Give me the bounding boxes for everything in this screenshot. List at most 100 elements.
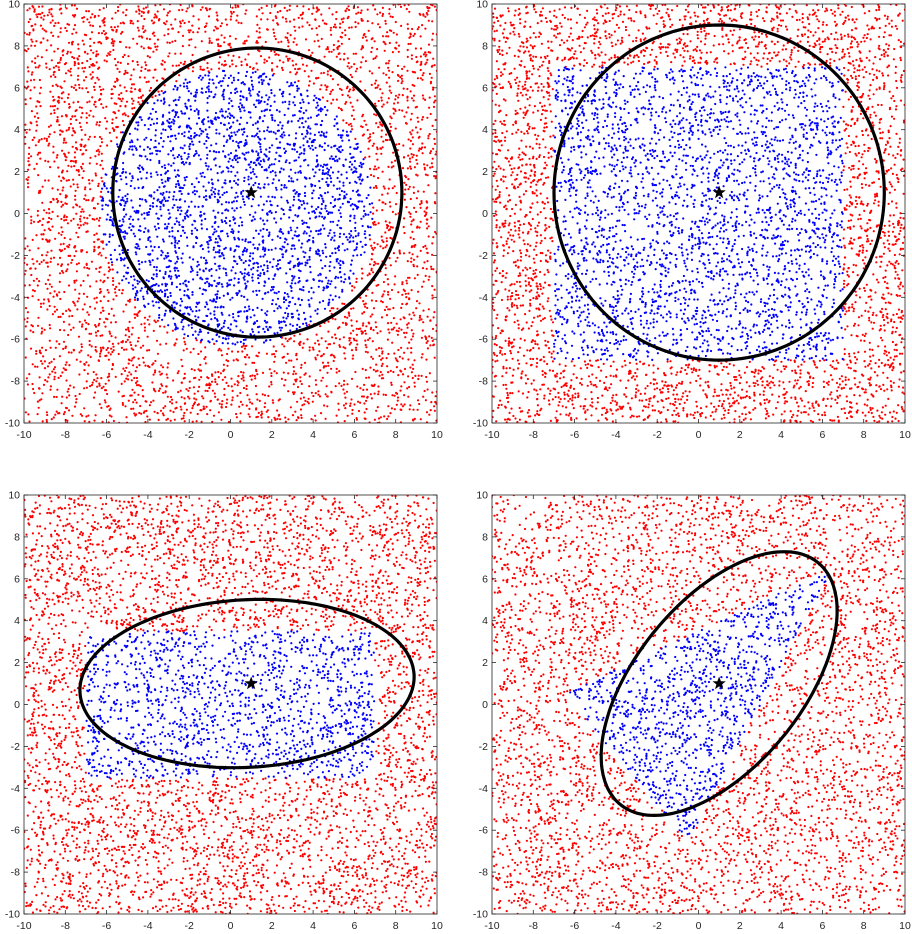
data-point xyxy=(218,276,221,279)
data-point xyxy=(249,401,252,404)
data-point xyxy=(309,320,312,323)
data-point xyxy=(225,166,228,169)
data-point xyxy=(339,266,342,270)
data-point xyxy=(70,85,73,88)
data-point xyxy=(344,34,347,37)
data-point xyxy=(167,265,170,269)
data-point xyxy=(286,9,289,12)
data-point xyxy=(297,298,300,301)
data-point xyxy=(144,67,147,71)
data-point xyxy=(145,290,149,293)
data-point xyxy=(35,277,39,280)
data-point xyxy=(332,220,335,223)
data-point xyxy=(367,147,370,150)
data-point xyxy=(102,106,105,109)
data-point xyxy=(223,123,226,126)
data-point xyxy=(300,246,303,249)
data-point xyxy=(300,57,304,60)
data-point xyxy=(31,5,34,8)
data-point xyxy=(175,183,178,186)
data-point xyxy=(176,372,179,375)
data-point xyxy=(258,399,261,402)
data-point xyxy=(391,394,394,397)
data-point xyxy=(48,68,51,71)
data-point xyxy=(110,321,113,324)
data-point xyxy=(406,23,409,26)
data-point xyxy=(325,88,328,91)
data-point xyxy=(65,218,68,221)
data-point xyxy=(309,116,312,119)
data-point xyxy=(271,169,274,173)
data-point xyxy=(360,330,363,333)
data-point xyxy=(298,26,301,29)
data-point xyxy=(111,277,115,280)
data-point xyxy=(192,31,195,34)
data-point xyxy=(217,44,220,48)
data-point xyxy=(178,9,181,12)
data-point xyxy=(74,189,77,192)
data-point xyxy=(174,39,177,43)
data-point xyxy=(391,226,394,229)
data-point xyxy=(96,385,99,388)
data-point xyxy=(407,178,410,181)
data-point xyxy=(313,211,316,214)
data-point xyxy=(403,193,406,196)
data-point xyxy=(213,342,216,345)
data-point xyxy=(162,8,166,11)
data-point xyxy=(66,268,69,271)
data-point xyxy=(349,88,352,91)
data-point xyxy=(118,40,122,44)
data-point xyxy=(138,12,141,15)
data-point xyxy=(223,220,227,223)
data-point xyxy=(381,357,384,360)
data-point xyxy=(37,247,40,250)
data-point xyxy=(71,127,74,130)
data-point xyxy=(150,401,153,404)
data-point xyxy=(285,186,288,189)
data-point xyxy=(413,206,416,209)
data-point xyxy=(59,315,62,318)
data-point xyxy=(147,211,151,214)
data-point xyxy=(81,39,84,42)
data-point xyxy=(406,347,409,350)
data-point xyxy=(163,68,166,71)
data-point xyxy=(249,375,252,378)
data-point xyxy=(53,395,56,398)
data-point xyxy=(213,310,216,313)
data-point xyxy=(382,280,385,284)
data-point xyxy=(425,61,428,64)
data-point xyxy=(77,43,80,46)
data-point xyxy=(194,376,197,379)
data-point xyxy=(49,385,53,388)
data-point xyxy=(251,135,254,138)
data-point xyxy=(26,320,29,323)
data-point xyxy=(240,192,243,195)
data-point xyxy=(156,10,159,13)
data-point xyxy=(314,356,317,359)
data-point xyxy=(130,347,133,350)
data-point xyxy=(41,27,44,30)
data-point xyxy=(269,338,272,342)
data-point xyxy=(83,216,86,219)
data-point xyxy=(415,197,418,200)
data-point xyxy=(40,327,44,330)
data-point xyxy=(311,144,314,147)
data-point xyxy=(251,345,254,348)
data-point xyxy=(337,170,340,173)
data-point xyxy=(267,166,270,169)
data-point xyxy=(161,115,164,118)
data-point xyxy=(195,398,198,401)
data-point xyxy=(226,285,229,288)
data-point xyxy=(102,18,105,21)
data-point xyxy=(149,240,152,243)
data-point xyxy=(406,99,409,102)
data-point xyxy=(380,364,383,368)
data-point xyxy=(257,351,261,354)
data-point xyxy=(138,103,141,106)
data-point xyxy=(277,53,280,57)
data-point xyxy=(313,40,316,43)
data-point xyxy=(380,147,383,150)
data-point xyxy=(166,395,169,398)
data-point xyxy=(337,40,340,43)
data-point xyxy=(179,61,182,64)
